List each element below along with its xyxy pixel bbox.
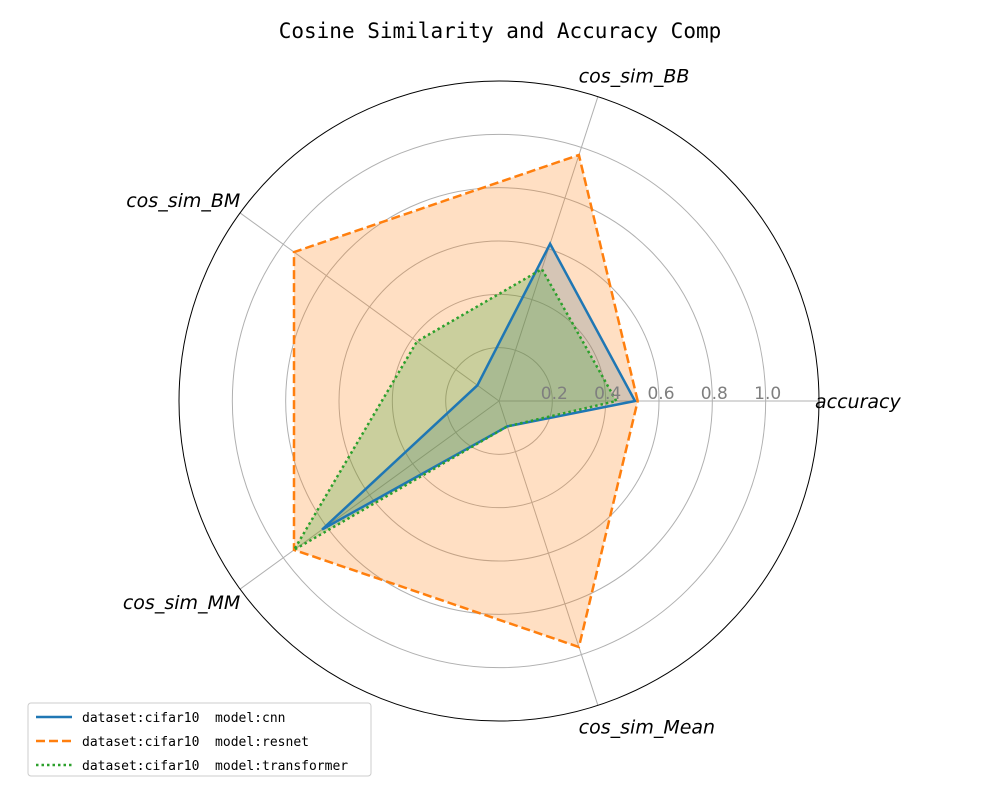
legend-label: dataset:cifar10 model:transformer bbox=[82, 759, 348, 774]
series-line bbox=[321, 241, 637, 531]
chart-title: Cosine Similarity and Accuracy Comp bbox=[279, 19, 722, 43]
legend: dataset:cifar10 model:cnn dataset:cifar10… bbox=[27, 702, 372, 777]
axis-label: accuracy bbox=[815, 391, 901, 413]
series-line bbox=[292, 153, 639, 649]
legend-label: dataset:cifar10 model:cnn bbox=[82, 711, 286, 726]
axis-label: cos_sim_BB bbox=[579, 66, 690, 88]
radial-tick-label: 0.4 bbox=[594, 384, 621, 404]
radial-tick-label: 0.6 bbox=[647, 384, 674, 404]
grid-spoke bbox=[498, 400, 599, 706]
axis-label: cos_sim_BM bbox=[126, 190, 240, 212]
radial-tick-label: 0.2 bbox=[541, 384, 568, 404]
polar-frame bbox=[178, 80, 820, 722]
axis-label: cos_sim_Mean bbox=[579, 716, 715, 738]
legend-label: dataset:cifar10 model:resnet bbox=[82, 735, 309, 750]
series-lines bbox=[290, 153, 639, 649]
series-fills bbox=[294, 155, 638, 647]
legend-box bbox=[27, 702, 372, 777]
radar-grid bbox=[178, 80, 820, 722]
axis-labels: 0.2 0.4 0.6 0.8 1.0 accuracy cos_sim_BB cos_sim… bbox=[123, 66, 902, 739]
grid-spoke bbox=[239, 400, 500, 590]
radial-tick-label: 1.0 bbox=[754, 384, 781, 404]
radial-tick-label: 0.8 bbox=[701, 384, 728, 404]
axis-label: cos_sim_MM bbox=[123, 592, 240, 614]
grid-spoke bbox=[239, 212, 500, 402]
series-fill bbox=[294, 155, 638, 647]
